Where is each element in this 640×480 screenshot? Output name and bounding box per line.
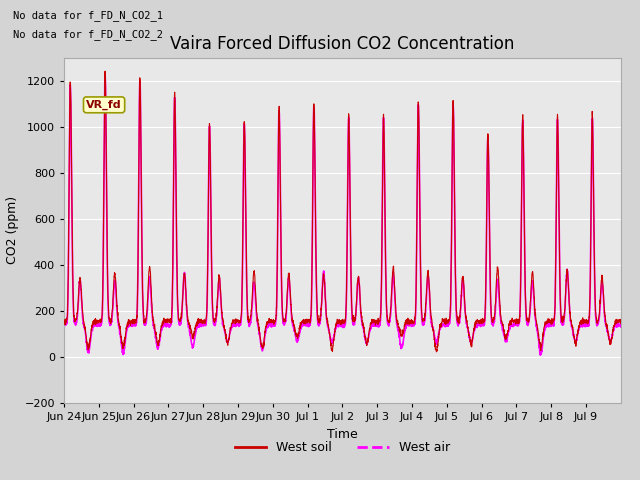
Y-axis label: CO2 (ppm): CO2 (ppm) xyxy=(6,196,19,264)
Text: VR_fd: VR_fd xyxy=(86,100,122,110)
X-axis label: Time: Time xyxy=(327,428,358,441)
Text: No data for f_FD_N_CO2_2: No data for f_FD_N_CO2_2 xyxy=(13,29,163,40)
Legend: West soil, West air: West soil, West air xyxy=(230,436,454,459)
Text: No data for f_FD_N_CO2_1: No data for f_FD_N_CO2_1 xyxy=(13,10,163,21)
Title: Vaira Forced Diffusion CO2 Concentration: Vaira Forced Diffusion CO2 Concentration xyxy=(170,35,515,53)
